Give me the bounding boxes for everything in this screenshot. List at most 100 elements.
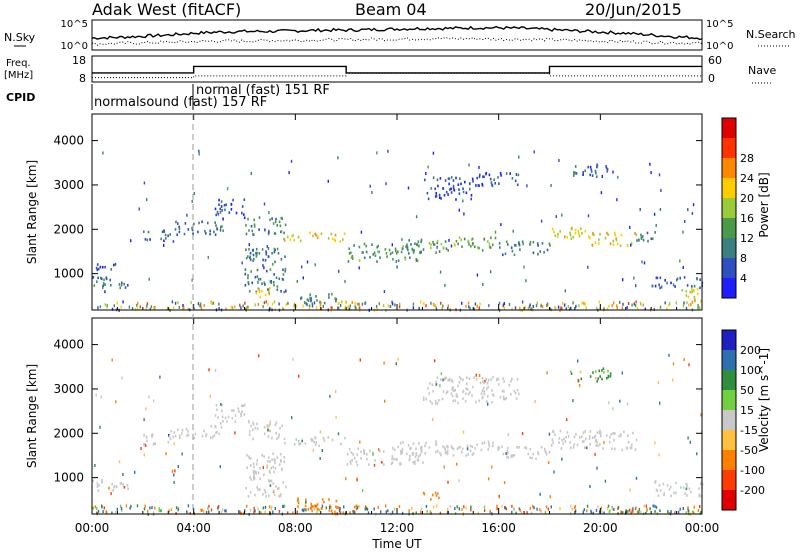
heatmap-cell (244, 284, 247, 287)
heatmap-cell (427, 197, 430, 201)
heatmap-cell (391, 251, 394, 254)
heatmap-cell (293, 443, 296, 446)
heatmap-cell (571, 226, 573, 230)
heatmap-cell (214, 414, 217, 417)
nsearch-line (91, 36, 703, 46)
heatmap-cell (444, 376, 446, 380)
heatmap-cell (258, 510, 261, 514)
heatmap-cell (468, 377, 471, 380)
heatmap-cell (331, 512, 334, 515)
heatmap-cell (540, 445, 543, 449)
heatmap-cell (268, 494, 270, 498)
heatmap-cell (445, 451, 448, 454)
heatmap-cell (256, 462, 258, 466)
heatmap-cell (412, 461, 415, 464)
heatmap-cell (439, 511, 442, 515)
heatmap-cell (114, 262, 117, 266)
heatmap-cell (635, 300, 637, 304)
heatmap-cell (99, 425, 101, 429)
heatmap-cell (243, 216, 246, 220)
heatmap-cell (552, 441, 554, 444)
heatmap-cell (544, 447, 546, 451)
heatmap-cell (677, 510, 680, 514)
heatmap-cell (486, 381, 489, 385)
heatmap-cell (636, 510, 639, 514)
heatmap-cell (468, 391, 471, 394)
heatmap-cell (697, 306, 699, 310)
heatmap-cell (328, 293, 330, 296)
heatmap-cell (474, 302, 477, 306)
heatmap-cell (356, 453, 359, 456)
heatmap-cell (244, 268, 247, 271)
heatmap-cell (146, 238, 149, 242)
heatmap-cell (550, 184, 552, 187)
heatmap-cell (435, 440, 437, 443)
heatmap-cell (217, 212, 220, 216)
heatmap-cell (546, 248, 549, 252)
heatmap-cell (221, 403, 223, 407)
heatmap-cell (598, 300, 601, 304)
heatmap-cell (224, 416, 227, 420)
heatmap-cell (231, 306, 234, 310)
heatmap-cell (297, 497, 299, 500)
heatmap-cell (331, 292, 333, 296)
heatmap-cell (468, 243, 470, 246)
heatmap-cell (256, 486, 258, 489)
heatmap-cell (452, 399, 455, 403)
heatmap-cell (501, 504, 503, 508)
heatmap-cell (642, 238, 645, 242)
heatmap-cell (104, 303, 107, 307)
heatmap-cell (584, 169, 586, 173)
heatmap-cell (364, 507, 366, 511)
heatmap-cell (697, 304, 699, 308)
heatmap-cell (268, 229, 270, 233)
heatmap-cell (283, 290, 285, 294)
heatmap-cell (562, 301, 564, 305)
heatmap-cell (245, 256, 248, 260)
heatmap-cell (320, 307, 323, 311)
heatmap-cell (359, 440, 361, 444)
heatmap-cell (330, 509, 333, 512)
heatmap-cell (516, 446, 518, 449)
heatmap-cell (613, 439, 615, 442)
heatmap-cell (659, 286, 661, 290)
heatmap-cell (220, 205, 223, 208)
heatmap-cell (489, 509, 491, 513)
heatmap-cell (239, 303, 241, 307)
heatmap-cell (434, 399, 437, 403)
heatmap-cell (484, 379, 486, 383)
heatmap-cell (348, 252, 351, 255)
heatmap-cell (647, 239, 649, 243)
heatmap-cell (254, 275, 257, 279)
heatmap-cell (316, 503, 319, 506)
heatmap-cell (248, 229, 250, 232)
heatmap-cell (617, 505, 620, 509)
heatmap-cell (248, 433, 251, 436)
heatmap-cell (414, 455, 417, 458)
heatmap-cell (267, 426, 269, 430)
heatmap-cell (203, 429, 205, 433)
heatmap-cell (182, 304, 184, 307)
heatmap-cell (393, 457, 395, 461)
heatmap-cell (114, 510, 117, 514)
heatmap-cell (254, 470, 257, 474)
heatmap-cell (378, 250, 380, 254)
heatmap-cell (266, 244, 268, 248)
heatmap-cell (688, 487, 691, 491)
heatmap-cell (658, 453, 660, 457)
heatmap-cell (280, 290, 282, 293)
heatmap-cell (209, 229, 211, 233)
heatmap-cell (438, 399, 440, 402)
heatmap-cell (274, 248, 276, 252)
heatmap-cell (299, 442, 302, 446)
heatmap-cell (363, 449, 365, 453)
heatmap-cell (301, 508, 304, 512)
heatmap-cell (305, 501, 307, 504)
heatmap-cell (104, 265, 106, 269)
heatmap-cell (566, 235, 568, 239)
heatmap-cell (102, 285, 104, 289)
heatmap-cell (512, 454, 514, 457)
heatmap-cell (146, 439, 148, 443)
heatmap-cell (498, 182, 500, 185)
heatmap-cell (417, 458, 420, 462)
